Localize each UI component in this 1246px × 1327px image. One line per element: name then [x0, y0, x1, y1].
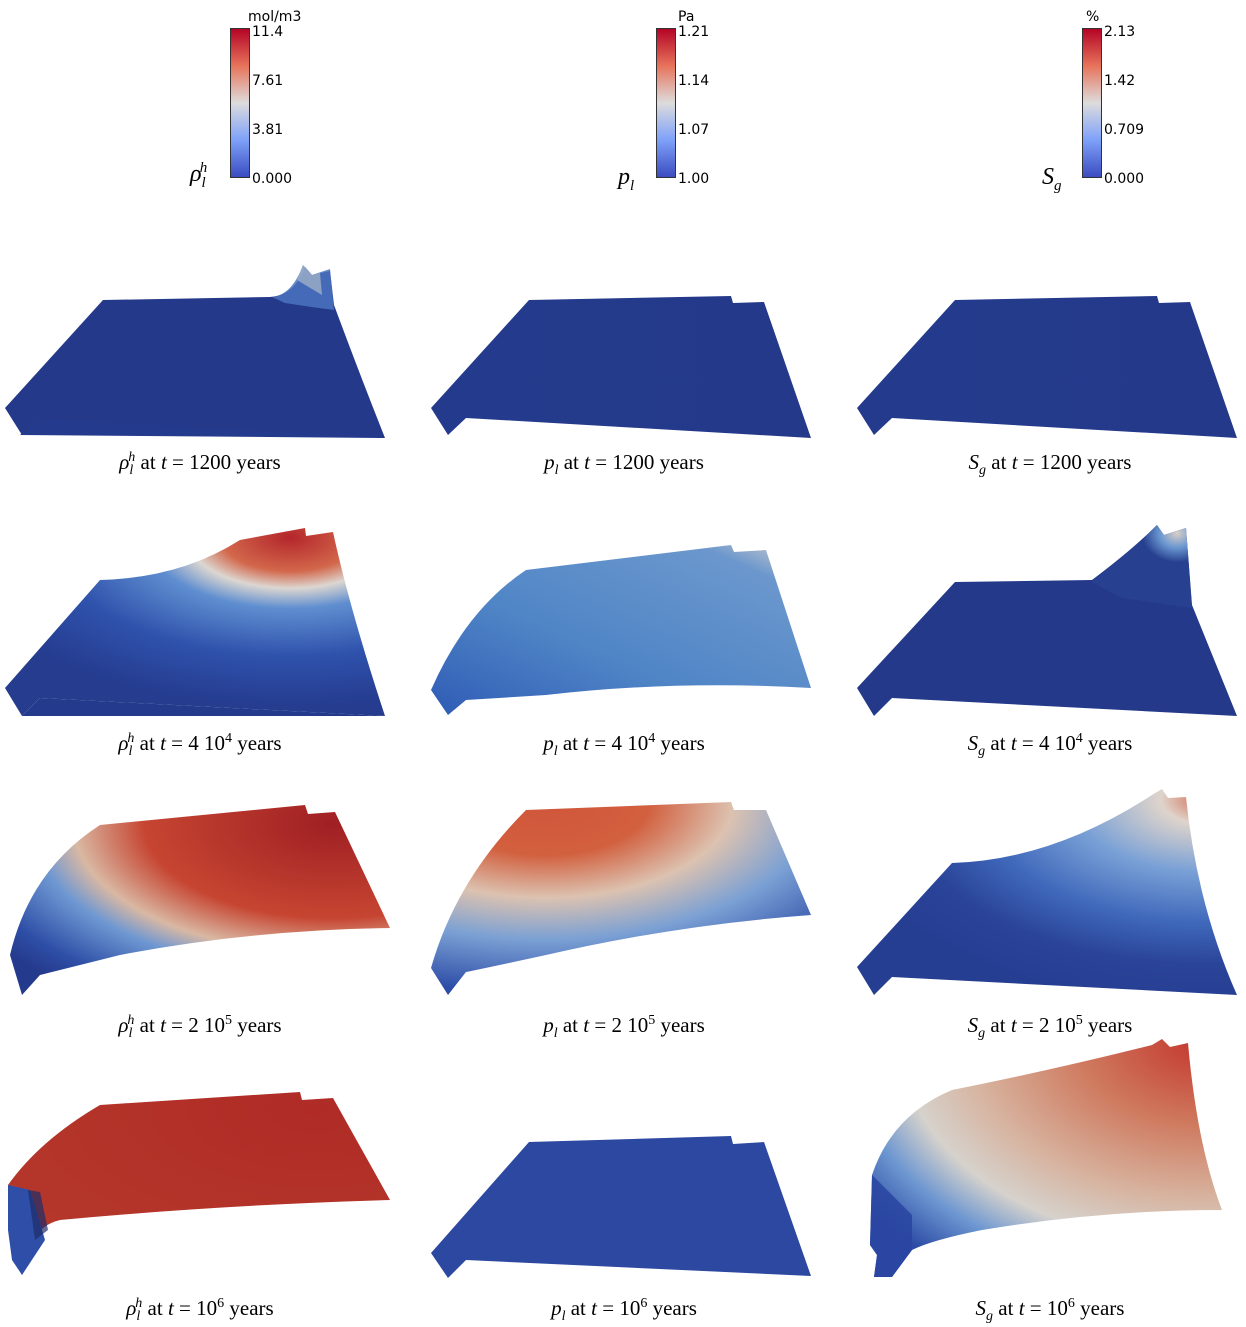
plot-p-t2e5 [426, 800, 826, 1000]
plot-rho-t4e4 [0, 520, 400, 720]
colorbar-tick: 1.07 [678, 122, 710, 138]
plot-sg-t4e4 [852, 520, 1246, 720]
caption-sg-t1200: Sg at t = 1200 years [968, 450, 1132, 479]
colorbar-tick: 0.709 [1104, 122, 1145, 138]
caption-p-t1e6: pl at t = 106 years [551, 1296, 697, 1325]
plot-rho-t2e5 [0, 800, 400, 1000]
colorbar-saturation: % 2.13 1.42 0.709 0.000 Sg [1022, 0, 1222, 200]
plot-rho-t1e6 [0, 1080, 400, 1280]
plot-p-t1e6 [426, 1120, 826, 1290]
colorbar-tick: 0.000 [252, 171, 293, 187]
colorbar-tick: 0.000 [1104, 171, 1145, 187]
caption-sg-t1e6: Sg at t = 106 years [975, 1296, 1125, 1325]
colorbar-unit: Pa [678, 9, 695, 25]
caption-rho-t4e4: ρlh at t = 4 104 years [118, 731, 282, 760]
colorbar-tick: 11.4 [252, 24, 284, 40]
caption-p-t2e5: pl at t = 2 105 years [543, 1013, 705, 1042]
caption-p-t4e4: pl at t = 4 104 years [543, 731, 705, 760]
caption-sg-t2e5: Sg at t = 2 105 years [967, 1013, 1133, 1042]
plot-rho-t1200 [0, 255, 400, 445]
colorbar-tick: 1.42 [1104, 73, 1136, 89]
caption-rho-t1200: ρlh at t = 1200 years [119, 450, 281, 479]
colorbar-rho: mol/m3 11.4 7.61 3.81 0.000 ρlh [170, 0, 370, 200]
colorbar-unit: % [1086, 9, 1100, 25]
plot-sg-t1e6 [852, 1035, 1246, 1285]
colorbar-symbol: ρlh [190, 160, 208, 191]
colorbar-symbol: pl [618, 164, 635, 194]
colorbar-symbol: Sg [1042, 164, 1062, 194]
colorbar-tick: 2.13 [1104, 24, 1136, 40]
colorbar-unit: mol/m3 [248, 9, 302, 25]
colorbar-gradient [230, 28, 250, 178]
colorbar-gradient [656, 28, 676, 178]
colorbar-pressure: Pa 1.21 1.14 1.07 1.00 pl [596, 0, 796, 200]
plot-p-t1200 [426, 255, 826, 445]
plot-sg-t1200 [852, 255, 1246, 445]
caption-p-t1200: pl at t = 1200 years [544, 450, 704, 479]
colorbar-tick: 1.14 [678, 73, 710, 89]
plot-sg-t2e5 [852, 785, 1246, 1000]
colorbar-tick: 1.21 [678, 24, 710, 40]
colorbar-gradient [1082, 28, 1102, 178]
colorbar-tick: 1.00 [678, 171, 710, 187]
plot-p-t4e4 [426, 540, 826, 720]
caption-rho-t2e5: ρlh at t = 2 105 years [118, 1013, 282, 1042]
caption-sg-t4e4: Sg at t = 4 104 years [967, 731, 1133, 760]
colorbar-tick: 3.81 [252, 122, 284, 138]
caption-rho-t1e6: ρlh at t = 106 years [126, 1296, 274, 1325]
colorbar-tick: 7.61 [252, 73, 284, 89]
